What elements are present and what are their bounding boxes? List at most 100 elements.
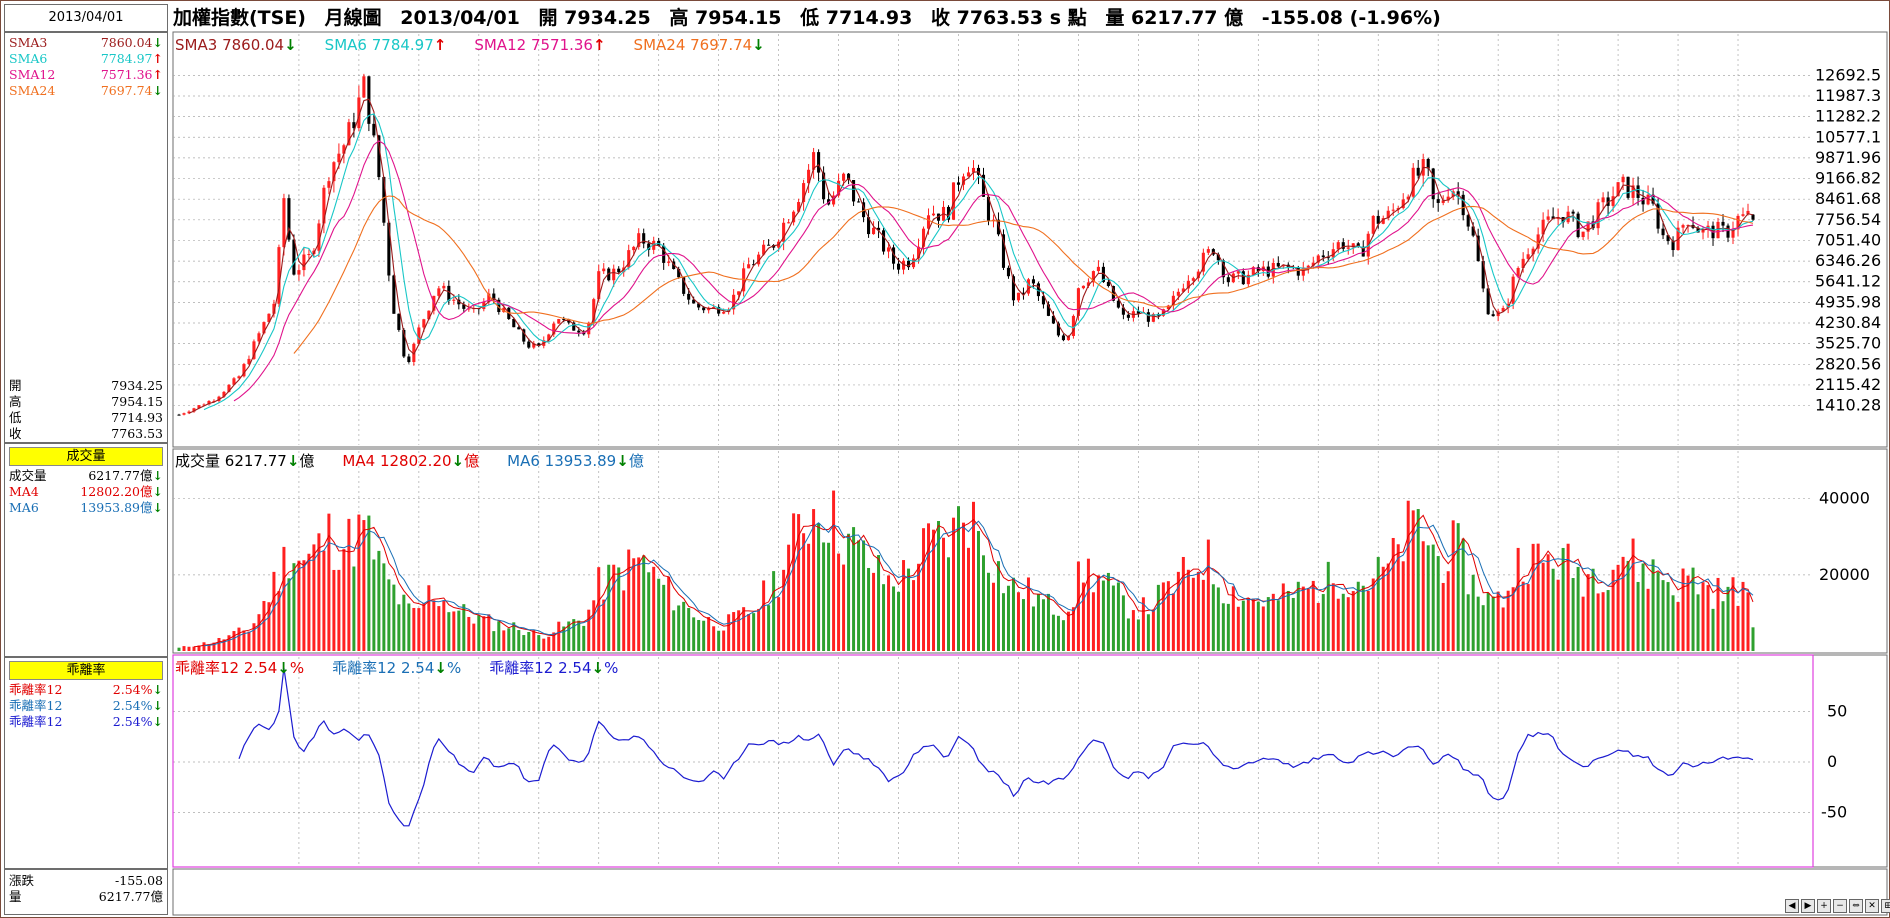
volume-bar: [1421, 541, 1425, 651]
volume-bar: [1456, 523, 1460, 651]
candle-body: [1076, 288, 1080, 316]
volume-bar: [672, 610, 676, 651]
volume-bar: [872, 572, 876, 651]
legend-entry: SMA24 7697.74↓: [634, 36, 765, 54]
volume-bar: [1661, 580, 1665, 651]
volume-bar: [602, 599, 606, 651]
legend-value: 2.54: [243, 659, 278, 677]
candle-body: [687, 293, 691, 300]
candle-body: [552, 323, 556, 335]
price-tick-label: 11282.2: [1815, 107, 1881, 126]
fit-icon[interactable]: ⇔: [1849, 899, 1863, 913]
volume-bar: [447, 612, 451, 651]
price-tick-label: 7051.40: [1815, 230, 1881, 249]
volume-bar: [522, 635, 526, 651]
candle-body: [1251, 267, 1255, 275]
volume-bar: [1526, 584, 1530, 651]
volume-bar: [237, 627, 241, 651]
volume-bar: [1286, 590, 1290, 651]
volume-bar: [1401, 561, 1405, 651]
candle-body: [1456, 191, 1460, 195]
volume-bar: [1336, 598, 1340, 651]
candle-body: [1541, 219, 1545, 235]
candle-body: [1026, 279, 1031, 294]
volume-bar: [802, 533, 806, 651]
volume-bar: [1591, 568, 1595, 651]
candle-body: [1506, 303, 1510, 308]
volume-bar: [797, 514, 801, 651]
volume-bar: [1301, 586, 1305, 651]
crosshair-icon[interactable]: ✕: [1865, 899, 1879, 913]
volume-bar: [1191, 577, 1195, 651]
row-value: 7954.15: [111, 394, 163, 409]
scroll-right-icon[interactable]: ▶: [1801, 899, 1815, 913]
price-info-panel: SMA3 7860.04↓ SMA6 7784.97↑ SMA12 7571.36↑ SMA…: [4, 32, 168, 443]
volume-bar: [182, 646, 186, 651]
candle-body: [1111, 285, 1115, 301]
volume-bar: [607, 564, 611, 651]
candle-body: [862, 202, 866, 218]
volume-bar: [1001, 593, 1005, 651]
candle-body: [322, 187, 326, 224]
volume-bar: [1651, 559, 1655, 651]
volume-bar: [1246, 597, 1250, 651]
volume-bar: [1596, 593, 1600, 651]
volume-bar: [1101, 580, 1105, 651]
zoom-in-icon[interactable]: +: [1817, 899, 1831, 913]
legend-name: SMA3: [175, 36, 218, 54]
candle-body: [282, 198, 286, 248]
row-value-group: 2.54%↓: [113, 682, 163, 698]
candle-body: [797, 202, 801, 212]
bias-panel: 50 0 -50: [173, 667, 1847, 827]
candle-body: [302, 254, 306, 271]
volume-bar: [1266, 597, 1270, 651]
candle-body: [232, 378, 236, 385]
volume-unit: 億: [1224, 7, 1244, 29]
candle-body: [182, 413, 186, 415]
volume-bar: [1316, 602, 1320, 651]
bias-frame-outer: [172, 654, 1888, 868]
price-tick-label: 2115.42: [1815, 375, 1881, 394]
volume-bar: [777, 597, 781, 651]
volume-bar: [242, 630, 246, 651]
volume-bar: [702, 620, 706, 651]
volume-bar: [1741, 581, 1745, 651]
candle-body: [192, 408, 196, 412]
zoom-out-icon[interactable]: −: [1833, 899, 1847, 913]
candle-body: [906, 260, 911, 268]
legend-name: 乖離率12: [332, 659, 397, 677]
candle-body: [1726, 225, 1730, 238]
volume-bar: [747, 614, 751, 651]
volume-bar: [1716, 577, 1720, 651]
candle-body: [632, 246, 636, 251]
volume-bar: [472, 623, 476, 651]
bias-plot-border: [172, 654, 1814, 868]
legend-name: MA6: [507, 452, 540, 470]
high-label: 高: [669, 7, 689, 29]
row-value: 6217.77億: [88, 468, 153, 483]
scroll-left-icon[interactable]: ◀: [1785, 899, 1799, 913]
candle-body: [1046, 304, 1050, 316]
legend-entry: SMA12 7571.36↑: [474, 36, 605, 54]
row-label: 量: [9, 889, 22, 904]
arrow-down-icon: ↓: [152, 682, 163, 697]
volume-bar: [377, 550, 381, 651]
volume-bar: [1666, 582, 1670, 651]
volume-bar: [342, 549, 346, 651]
candle-body: [1631, 185, 1635, 198]
candle-body: [712, 306, 716, 308]
volume-bar: [1611, 569, 1615, 651]
volume-bar: [622, 590, 626, 651]
volume-bar: [642, 555, 646, 651]
legend-value: 13953.89: [544, 452, 617, 470]
volume-bar: [312, 544, 316, 651]
candle-body: [1501, 307, 1505, 312]
grid-icon[interactable]: ⊞: [1881, 899, 1890, 913]
bias-title-badge: 乖離率: [9, 661, 163, 680]
volume-bar: [652, 566, 656, 651]
candle-body: [1391, 209, 1395, 211]
candle-body: [347, 122, 351, 146]
volume-bar: [1351, 591, 1355, 651]
volume-bar: [347, 518, 351, 651]
volume-bar: [1256, 601, 1260, 651]
